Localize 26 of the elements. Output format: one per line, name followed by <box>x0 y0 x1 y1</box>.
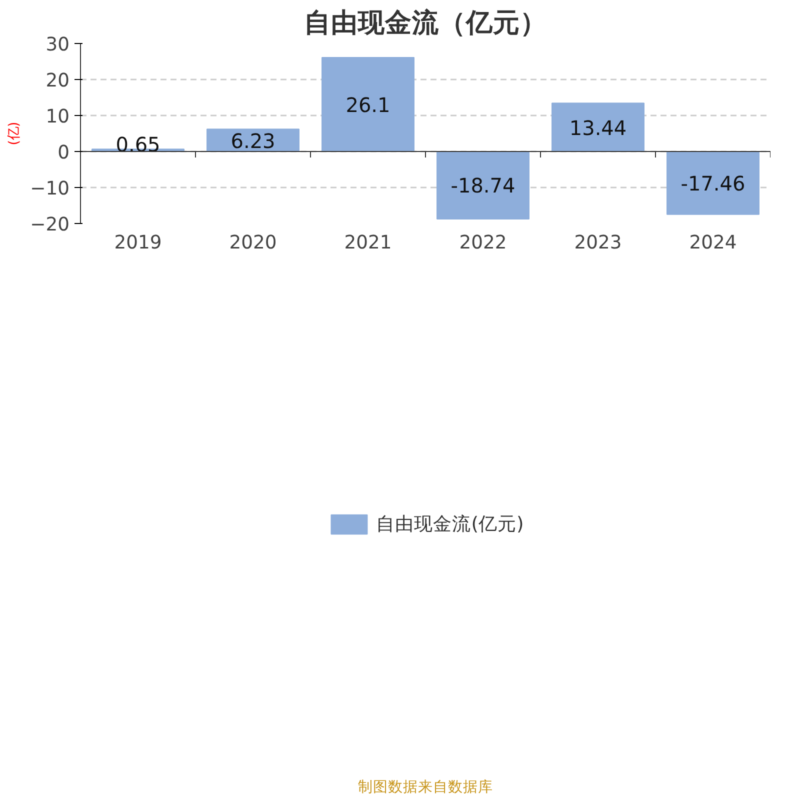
x-tick-label: 2021 <box>344 232 392 254</box>
data-label: 26.1 <box>346 93 390 118</box>
chart-title: 自由现金流（亿元） <box>304 8 547 38</box>
legend-label: 自由现金流(亿元) <box>376 513 524 537</box>
x-tick-label: 2024 <box>689 232 737 254</box>
data-label: -17.46 <box>680 171 746 196</box>
x-tick-label: 2023 <box>574 232 622 254</box>
y-tick-label: 30 <box>46 34 70 56</box>
y-tick-label: 20 <box>46 70 70 92</box>
bar <box>552 102 644 152</box>
bar <box>322 57 414 152</box>
x-tick-label: 2019 <box>114 232 162 254</box>
y-tick-label: 10 <box>46 106 70 128</box>
x-tick-label: 2020 <box>229 232 277 254</box>
y-tick-label: −10 <box>30 178 70 200</box>
data-label: 6.23 <box>230 128 276 153</box>
x-tick-label: 2022 <box>459 232 507 254</box>
data-label: -18.74 <box>450 174 516 198</box>
data-label: 13.44 <box>569 116 627 140</box>
y-axis-title: (亿) <box>7 122 22 146</box>
bar <box>436 151 530 220</box>
bar <box>666 151 760 215</box>
text: 制图数据来自数据库 <box>358 778 493 796</box>
y-tick-label: −20 <box>30 214 70 236</box>
y-tick-label: 0 <box>58 142 70 164</box>
data-label: 0.65 <box>116 132 160 156</box>
